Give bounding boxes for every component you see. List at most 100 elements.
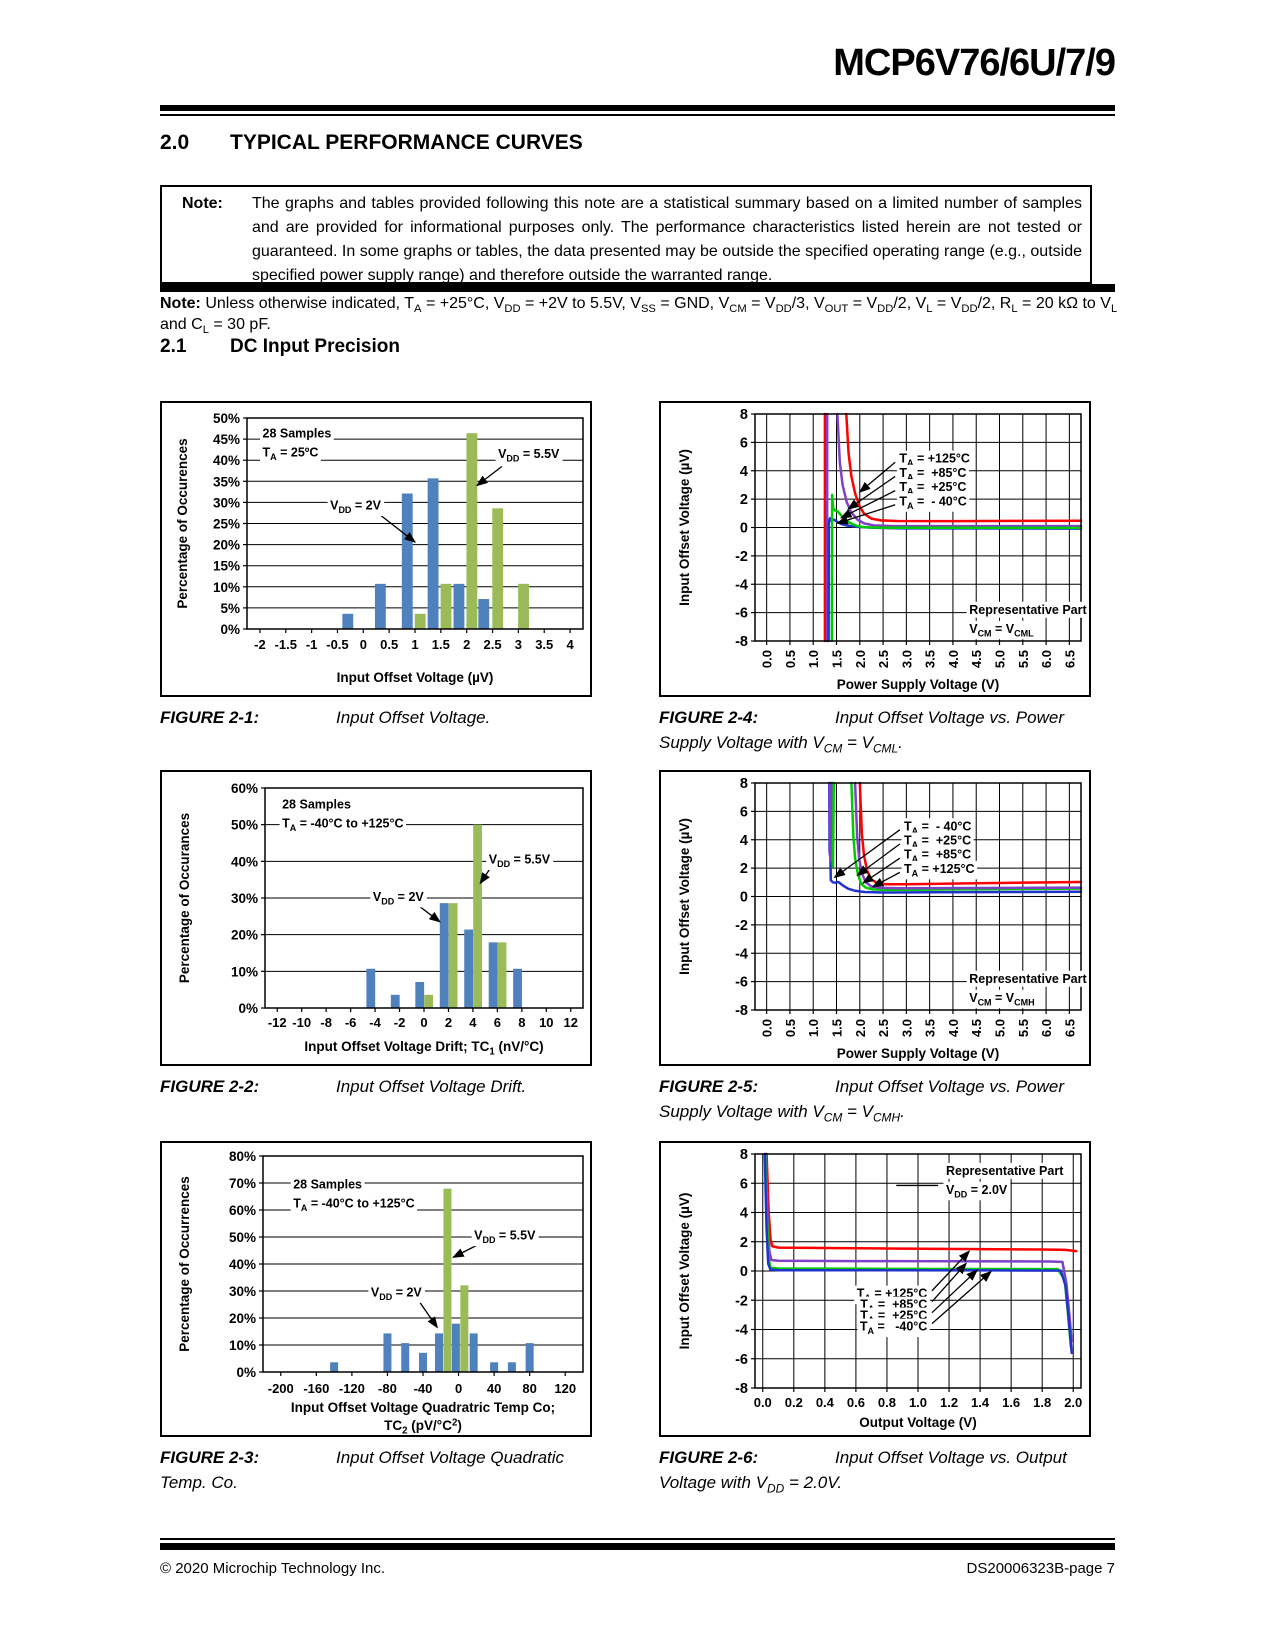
conditions-note-text: Unless otherwise indicated, TA = +25°C, …: [160, 295, 1118, 337]
svg-text:Percentage of Occurrences: Percentage of Occurrences: [177, 1176, 192, 1352]
svg-text:-6: -6: [735, 975, 748, 991]
figure-2-5-chart: -8 -6 -4 -2 0 2 4 6 8 0.0 0.5 1.0 1.5 2.0 2.5 3.0 3.5 4.0…: [677, 776, 1089, 1061]
svg-text:-160: -160: [303, 1381, 329, 1396]
svg-text:4.0: 4.0: [946, 1019, 961, 1037]
svg-text:-80: -80: [378, 1381, 397, 1396]
svg-text:0.6: 0.6: [847, 1395, 865, 1410]
svg-text:3.0: 3.0: [899, 650, 914, 668]
svg-text:12: 12: [564, 1015, 578, 1030]
svg-text:0.0: 0.0: [760, 1019, 775, 1037]
svg-text:Input Offset Voltage (µV): Input Offset Voltage (µV): [677, 449, 692, 606]
svg-text:-4: -4: [369, 1015, 381, 1030]
figure-2-5-caption-text: Input Offset Voltage vs. Power Supply Vo…: [659, 1077, 1064, 1125]
figure-2-1-box: 0% 5% 10% 15% 20% 25% 30% 35% 40% 45% 50% -2 -1.5 -1-…: [160, 401, 592, 697]
svg-text:Percentage of Occurances: Percentage of Occurances: [177, 813, 192, 983]
svg-text:-8: -8: [735, 1003, 748, 1019]
figure-2-3-box: 0% 10% 20% 30% 40% 50% 60% 70% 80% -200 -160 -120 -8…: [160, 1141, 592, 1437]
subsection-title: DC Input Precision: [230, 336, 400, 357]
svg-text:4: 4: [740, 1206, 748, 1222]
svg-text:Input Offset Voltage Quadratri: Input Offset Voltage Quadratric Temp Co;: [291, 1400, 555, 1415]
svg-text:-4: -4: [735, 946, 748, 962]
figure-2-5-caption-label: FIGURE 2-5:: [659, 1077, 759, 1096]
svg-text:TA = +125°C: TA = +125°C: [899, 452, 970, 469]
figure-2-4-caption-label: FIGURE 2-4:: [659, 708, 759, 727]
svg-text:50%: 50%: [229, 1230, 256, 1245]
svg-text:0.2: 0.2: [785, 1395, 803, 1410]
footer-copyright: © 2020 Microchip Technology Inc.: [160, 1560, 386, 1577]
svg-text:2: 2: [463, 637, 470, 652]
svg-text:6: 6: [740, 1176, 748, 1192]
subsection-number: 2.1: [160, 336, 187, 357]
svg-text:4.5: 4.5: [969, 650, 984, 668]
footer-rule-thick: [160, 1543, 1115, 1550]
svg-text:-200: -200: [268, 1381, 294, 1396]
svg-text:TA = +25°C: TA = +25°C: [904, 833, 971, 850]
svg-text:4: 4: [566, 637, 574, 652]
svg-text:3.5: 3.5: [923, 650, 938, 668]
svg-text:5%: 5%: [220, 601, 240, 616]
svg-text:5.5: 5.5: [1016, 650, 1031, 668]
svg-text:0.5: 0.5: [380, 637, 398, 652]
svg-text:-12: -12: [268, 1015, 287, 1030]
figure-2-2-caption-text: Input Offset Voltage Drift.: [336, 1077, 527, 1096]
svg-text:2.5: 2.5: [483, 637, 501, 652]
svg-text:1.4: 1.4: [971, 1395, 990, 1410]
svg-text:2.0: 2.0: [853, 650, 868, 668]
svg-text:6: 6: [494, 1015, 501, 1030]
svg-text:10%: 10%: [213, 580, 240, 595]
svg-text:0%: 0%: [236, 1365, 256, 1380]
figure-2-6-caption-text: Input Offset Voltage vs. Output Voltage …: [659, 1448, 1067, 1496]
svg-text:TA = +85°C: TA = +85°C: [904, 848, 971, 865]
svg-text:2: 2: [740, 492, 748, 508]
svg-text:20%: 20%: [213, 538, 240, 553]
svg-text:-6: -6: [735, 606, 748, 622]
section-title: TYPICAL PERFORMANCE CURVES: [230, 131, 583, 154]
svg-text:40: 40: [487, 1381, 501, 1396]
svg-text:0%: 0%: [220, 622, 240, 637]
svg-text:5.5: 5.5: [1016, 1019, 1031, 1037]
svg-text:-2: -2: [735, 1293, 748, 1309]
figure-2-3-caption-label: FIGURE 2-3:: [160, 1448, 260, 1467]
svg-text:0: 0: [455, 1381, 462, 1396]
svg-text:0.0: 0.0: [760, 650, 775, 668]
svg-text:1.5: 1.5: [830, 650, 845, 668]
svg-text:0.0: 0.0: [754, 1395, 772, 1410]
svg-text:Percentage of Occurences: Percentage of Occurences: [175, 438, 190, 608]
svg-text:6: 6: [740, 804, 748, 820]
svg-text:5.0: 5.0: [993, 1019, 1008, 1037]
figure-2-3-caption-text: Input Offset Voltage Quadratic Temp. Co.: [160, 1448, 565, 1492]
svg-text:70%: 70%: [229, 1176, 256, 1191]
svg-text:Representative Part: Representative Part: [969, 603, 1087, 617]
svg-text:80%: 80%: [229, 1149, 256, 1164]
svg-text:0%: 0%: [238, 1001, 258, 1016]
svg-text:TA = -40°C: TA = -40°C: [860, 1320, 927, 1337]
svg-text:VDD = 2V: VDD = 2V: [371, 1285, 423, 1302]
svg-text:4.0: 4.0: [946, 650, 961, 668]
figure-2-2-box: 0% 10% 20% 30% 40% 50% 60% -12 -10 -8 -6 -4 -2 0 2 4 6 8 1…: [160, 770, 592, 1066]
figure-2-4-box: -8 -6 -4 -2 0 2 4 6 8 0.0 0.5 1.0 1.5 2.0 2.5 3.0 3.5 4.0…: [659, 401, 1091, 697]
figure-2-2-chart: 0%10%20%30%40%50%60%-12 -10 -8 -6 -4 -2 0 2 4 6 8 1…: [177, 781, 584, 1058]
svg-text:8: 8: [740, 407, 748, 423]
svg-text:-8: -8: [320, 1015, 332, 1030]
svg-text:0.5: 0.5: [783, 1019, 798, 1037]
svg-text:20%: 20%: [229, 1311, 256, 1326]
svg-text:0.5: 0.5: [783, 650, 798, 668]
svg-text:-1: -1: [306, 637, 318, 652]
svg-text:1.0: 1.0: [806, 650, 821, 668]
svg-text:-1.5: -1.5: [275, 637, 297, 652]
svg-text:6.0: 6.0: [1039, 650, 1054, 668]
svg-text:2: 2: [740, 861, 748, 877]
conditions-note-label: Note:: [160, 295, 201, 312]
svg-text:20%: 20%: [231, 928, 258, 943]
svg-text:-0.5: -0.5: [326, 637, 348, 652]
footer-doc-number: DS20006323B-page 7: [966, 1560, 1115, 1577]
svg-text:35%: 35%: [213, 474, 240, 489]
svg-text:1.5: 1.5: [830, 1019, 845, 1037]
svg-text:8: 8: [740, 1147, 748, 1163]
svg-text:-6: -6: [345, 1015, 357, 1030]
svg-text:4.5: 4.5: [969, 1019, 984, 1037]
figure-2-4-caption: FIGURE 2-4: Input Offset Voltage vs. Powe…: [659, 705, 1083, 755]
svg-text:3: 3: [515, 637, 522, 652]
note-box: Note: The graphs and tables provided fol…: [160, 185, 1092, 284]
svg-text:Representative Part: Representative Part: [969, 972, 1087, 986]
